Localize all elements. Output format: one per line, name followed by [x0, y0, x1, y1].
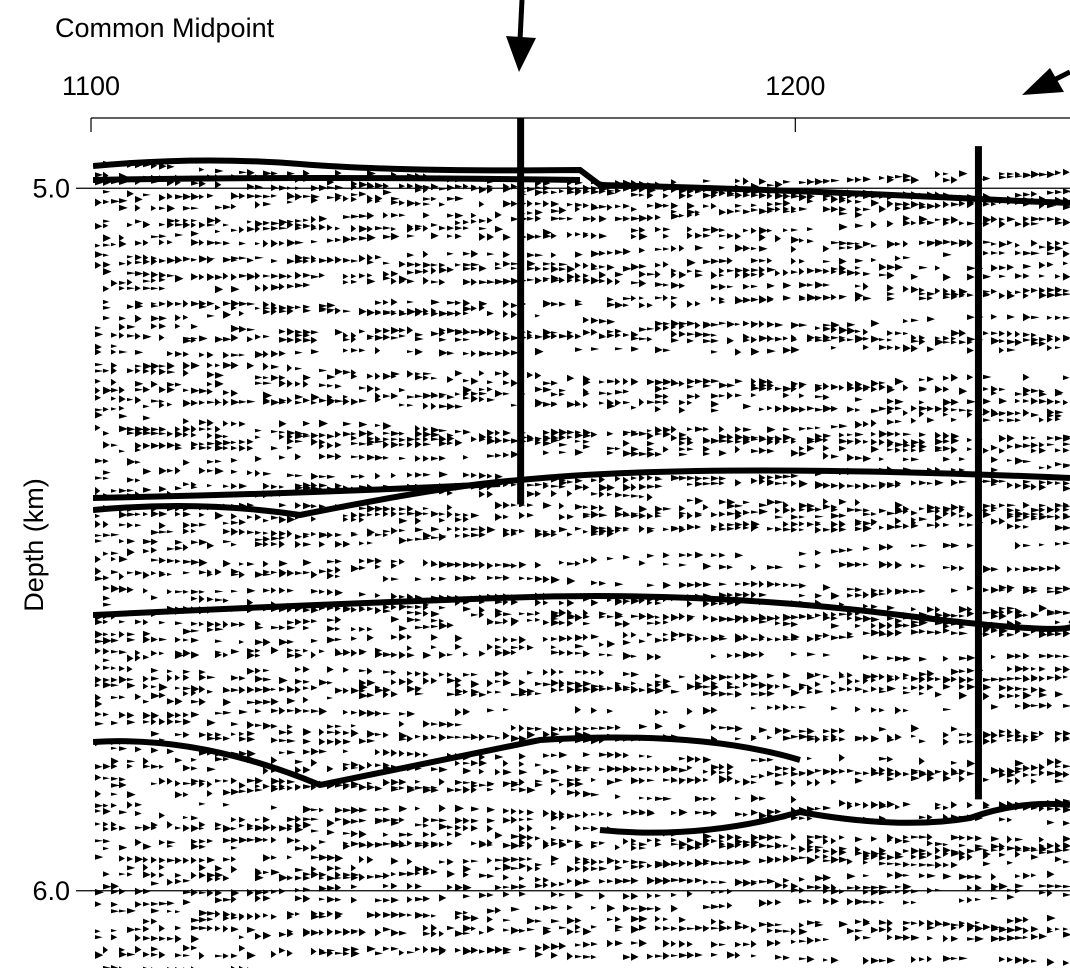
x-tick-label: 1200	[765, 71, 825, 101]
x-tick-label: 1100	[62, 71, 120, 101]
arrow	[506, 0, 536, 72]
reflector	[93, 175, 581, 183]
y-tick-label: 5.0	[32, 173, 70, 203]
reflector	[93, 593, 1070, 632]
y-axis-label: Depth (km)	[19, 478, 49, 612]
y-tick-label: 6.0	[32, 876, 70, 906]
seismic-wiggles	[95, 160, 1070, 968]
chart-title: Common Midpoint	[55, 13, 275, 43]
arrow	[1022, 68, 1070, 95]
reflector	[93, 481, 501, 501]
reflector	[599, 800, 1070, 836]
reflector	[93, 734, 801, 789]
seismic-texture	[93, 157, 1070, 968]
reflector	[93, 157, 1070, 206]
